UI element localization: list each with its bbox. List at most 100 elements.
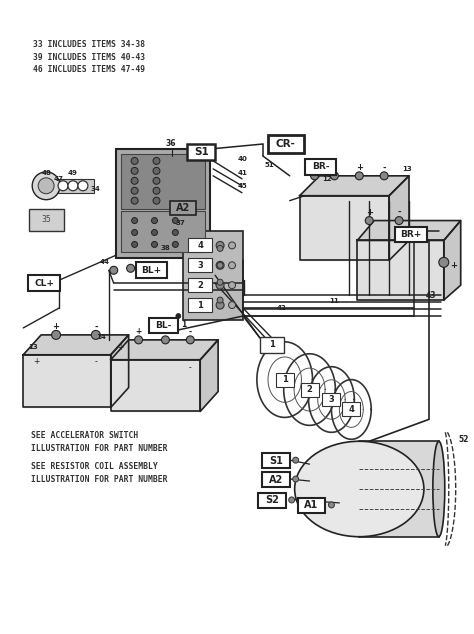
Text: 40: 40 <box>238 156 248 162</box>
Text: BL-: BL- <box>155 321 172 330</box>
Bar <box>188 238 212 252</box>
Circle shape <box>328 502 335 508</box>
Bar <box>188 258 212 272</box>
Circle shape <box>152 230 157 235</box>
Circle shape <box>216 301 224 309</box>
Bar <box>170 201 196 214</box>
Bar <box>187 144 215 160</box>
Text: 45: 45 <box>238 183 248 189</box>
Text: S2: S2 <box>265 495 279 505</box>
Circle shape <box>131 197 138 204</box>
Polygon shape <box>357 240 444 300</box>
Text: 43: 43 <box>426 290 436 300</box>
Text: BL+: BL+ <box>141 266 162 275</box>
Text: 35: 35 <box>41 215 51 224</box>
Text: 1: 1 <box>197 301 203 309</box>
Bar <box>258 493 286 508</box>
Circle shape <box>132 230 137 235</box>
Polygon shape <box>111 340 218 359</box>
Bar <box>136 262 167 278</box>
Circle shape <box>78 181 88 191</box>
Bar <box>29 209 64 231</box>
Text: BR+: BR+ <box>400 230 422 239</box>
Circle shape <box>216 261 224 269</box>
Text: 48: 48 <box>41 170 51 176</box>
Bar <box>183 231 243 320</box>
Text: -: - <box>94 323 98 332</box>
Polygon shape <box>200 340 218 411</box>
Text: 38: 38 <box>161 245 170 252</box>
Polygon shape <box>389 176 409 261</box>
Text: 52: 52 <box>458 435 469 444</box>
Circle shape <box>153 187 160 194</box>
Text: CL+: CL+ <box>34 279 54 288</box>
Bar <box>301 382 319 396</box>
Circle shape <box>127 264 135 272</box>
Text: BR-: BR- <box>312 162 329 171</box>
Circle shape <box>310 172 319 180</box>
Text: 42: 42 <box>277 305 287 311</box>
Circle shape <box>228 242 236 249</box>
Circle shape <box>132 242 137 247</box>
Circle shape <box>131 187 138 194</box>
Circle shape <box>153 167 160 174</box>
Text: 41: 41 <box>238 170 248 176</box>
Circle shape <box>439 257 449 268</box>
Text: ILLUSTRATION FOR PART NUMBER: ILLUSTRATION FOR PART NUMBER <box>31 444 168 453</box>
Circle shape <box>217 262 223 268</box>
Text: 12: 12 <box>323 176 332 182</box>
Circle shape <box>228 262 236 269</box>
Circle shape <box>32 172 60 200</box>
Text: SEE RESISTOR COIL ASSEMBLY: SEE RESISTOR COIL ASSEMBLY <box>31 462 158 471</box>
Bar <box>262 472 290 487</box>
Bar <box>260 337 284 353</box>
Text: A2: A2 <box>269 474 283 484</box>
Text: 46 INCLUDES ITEMS 47-49: 46 INCLUDES ITEMS 47-49 <box>33 65 146 74</box>
Text: 33 INCLUDES ITEMS 34-38: 33 INCLUDES ITEMS 34-38 <box>33 40 146 49</box>
Text: -: - <box>94 357 97 366</box>
Polygon shape <box>444 221 461 300</box>
Bar <box>305 159 337 175</box>
Text: 4: 4 <box>197 241 203 250</box>
Circle shape <box>292 476 299 482</box>
Circle shape <box>380 172 388 180</box>
Bar <box>276 373 294 387</box>
Circle shape <box>217 279 223 285</box>
Circle shape <box>216 281 224 289</box>
Bar <box>121 154 205 209</box>
Circle shape <box>131 157 138 164</box>
Text: S1: S1 <box>269 456 283 465</box>
Polygon shape <box>300 196 389 261</box>
Circle shape <box>176 314 181 318</box>
Text: 1: 1 <box>282 375 288 384</box>
Bar <box>28 275 60 291</box>
Text: 3: 3 <box>197 261 203 270</box>
Text: +: + <box>311 164 318 172</box>
Text: S1: S1 <box>194 147 209 157</box>
Polygon shape <box>111 335 128 408</box>
Bar <box>262 453 290 468</box>
Bar <box>395 226 427 242</box>
Text: 13: 13 <box>402 166 412 172</box>
Text: -: - <box>189 327 192 337</box>
Circle shape <box>132 217 137 224</box>
Polygon shape <box>23 335 128 355</box>
Text: CR-: CR- <box>276 139 296 149</box>
Text: 37: 37 <box>175 219 185 226</box>
Circle shape <box>38 178 54 194</box>
Circle shape <box>289 497 295 503</box>
Circle shape <box>356 172 363 180</box>
Text: 47: 47 <box>54 176 64 182</box>
Text: A2: A2 <box>176 203 191 212</box>
Text: -: - <box>333 164 336 172</box>
Circle shape <box>173 217 178 224</box>
Bar <box>322 392 340 406</box>
Bar <box>121 210 205 252</box>
Circle shape <box>135 336 143 344</box>
Polygon shape <box>300 176 409 196</box>
Text: 36: 36 <box>165 138 176 148</box>
Text: 51: 51 <box>265 162 274 168</box>
Text: -: - <box>189 363 191 372</box>
Bar <box>188 298 212 312</box>
Polygon shape <box>23 355 111 408</box>
